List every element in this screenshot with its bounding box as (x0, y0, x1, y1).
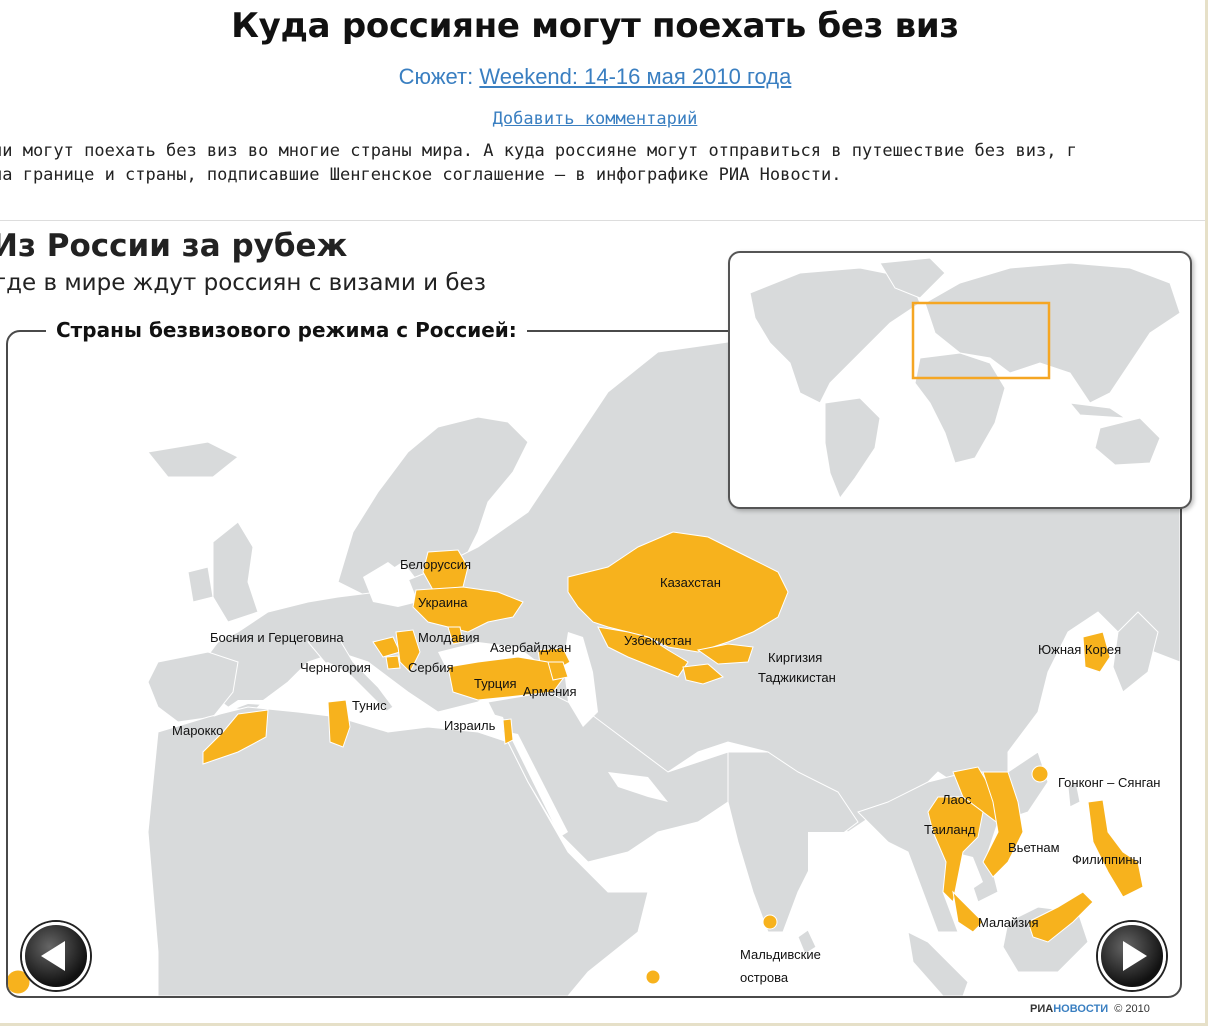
country-morocco[interactable] (202, 709, 269, 765)
world-inset-map[interactable] (728, 251, 1192, 509)
credit-novosti: НОВОСТИ (1053, 1003, 1109, 1015)
credit-ria: РИА (1030, 1003, 1054, 1015)
hong-kong-marker[interactable] (1031, 765, 1049, 783)
country-tajikistan[interactable] (682, 663, 724, 685)
land-taiwan (1067, 781, 1081, 808)
africa-corner-marker[interactable] (8, 969, 31, 995)
highlight-layer (8, 531, 1144, 995)
country-uzbekistan[interactable] (597, 626, 689, 678)
add-comment-link[interactable]: Добавить комментарий (492, 109, 698, 129)
sea-red (508, 732, 568, 837)
land-sumatra (907, 931, 969, 996)
credit-year: © 2010 (1114, 1003, 1150, 1015)
sea-mediterranean (213, 662, 508, 732)
inset-indonesia (1068, 402, 1127, 419)
label-south-korea: Южная Корея (1038, 642, 1121, 657)
country-armenia[interactable] (547, 661, 569, 681)
country-serbia[interactable] (395, 629, 421, 673)
label-uzbekistan: Узбекистан (624, 633, 692, 648)
maldives-marker-2[interactable] (645, 969, 661, 985)
country-ukraine[interactable] (412, 586, 524, 633)
label-moldova: Молдавия (418, 630, 480, 645)
land-britain (212, 521, 259, 623)
label-azerbaijan: Азербайджан (490, 640, 571, 655)
inset-australia (1094, 417, 1161, 466)
page-title: Куда россияне могут поехать без виз (231, 6, 959, 46)
label-morocco: Марокко (172, 723, 223, 738)
world-inset-svg (749, 257, 1181, 500)
country-south-korea[interactable] (1082, 631, 1111, 673)
subject-link[interactable]: Weekend: 14-16 мая 2010 года (479, 64, 792, 89)
label-vietnam: Вьетнам (1008, 840, 1060, 855)
label-maldives-2: острова (740, 970, 789, 985)
label-tajikistan: Таджикистан (758, 670, 836, 685)
label-ukraine: Украина (418, 595, 468, 610)
country-moldova[interactable] (447, 626, 464, 645)
inset-north-america (749, 267, 921, 404)
label-armenia: Армения (523, 684, 577, 699)
label-hong-kong: Гонконг – Сянган (1058, 775, 1161, 790)
inset-africa (914, 352, 1006, 464)
article-lead: ии могут поехать без виз во многие стран… (0, 139, 1205, 187)
country-turkey[interactable] (447, 656, 569, 701)
infographic-title: Из России за рубеж (0, 228, 348, 264)
country-vietnam[interactable] (982, 771, 1024, 878)
arrow-right-icon (1123, 941, 1147, 971)
country-philippines[interactable] (1087, 799, 1144, 898)
lead-line-1: ии могут поехать без виз во многие стран… (0, 141, 1077, 161)
sea-bay-bengal (808, 832, 898, 932)
label-turkey: Турция (474, 676, 517, 691)
prev-button[interactable] (22, 922, 90, 990)
label-kyrgyzstan: Киргизия (768, 650, 822, 665)
country-malaysia[interactable] (952, 890, 1094, 943)
subject-line: Сюжет: Weekend: 14-16 мая 2010 года (0, 64, 1190, 90)
label-bosnia: Босния и Герцеговина (210, 630, 344, 645)
label-serbia: Сербия (408, 660, 454, 675)
inset-view-box (911, 301, 1051, 380)
country-montenegro[interactable] (385, 655, 401, 670)
label-tunisia: Тунис (352, 698, 387, 713)
inset-greenland (879, 257, 946, 299)
label-malaysia: Малайзия (978, 915, 1039, 930)
sea-baltic (363, 562, 418, 607)
arrow-left-icon (41, 941, 65, 971)
country-thailand[interactable] (927, 796, 984, 904)
label-kazakhstan: Казахстан (660, 575, 721, 590)
land-india (727, 751, 859, 933)
land-japan (1112, 611, 1159, 693)
sea-yellow (1048, 662, 1088, 722)
sea-persian-gulf (608, 772, 668, 802)
country-israel[interactable] (502, 718, 514, 745)
label-layer: Белоруссия Украина Молдавия Босния и Гер… (172, 557, 1161, 985)
label-laos: Лаос (942, 792, 972, 807)
maldives-marker-1[interactable] (762, 914, 778, 930)
land-sri-lanka (797, 929, 817, 955)
label-belarus: Белоруссия (400, 557, 471, 572)
subject-label: Сюжет: (398, 64, 474, 89)
land-ireland (187, 566, 214, 603)
country-kyrgyzstan[interactable] (696, 643, 754, 665)
infographic-subtitle: где в мире ждут россиян с визами и без (0, 270, 486, 296)
next-button[interactable] (1098, 922, 1166, 990)
land-iceland (147, 441, 239, 478)
label-montenegro: Черногория (300, 660, 371, 675)
label-thailand: Таиланд (924, 822, 976, 837)
label-maldives-1: Мальдивские (740, 947, 821, 962)
country-kazakhstan[interactable] (567, 531, 789, 653)
lead-line-2: на границе и страны, подписавшие Шенгенс… (0, 165, 842, 185)
map-legend: Страны безвизового режима с Россией: (46, 316, 527, 344)
land-africa (147, 706, 649, 996)
inset-south-america (824, 397, 881, 500)
country-tunisia[interactable] (327, 699, 351, 748)
land-scandinavia (337, 416, 529, 603)
sea-caspian (563, 632, 598, 727)
credit-line: РИАНОВОСТИ © 2010 (1030, 1003, 1150, 1015)
label-philippines: Филиппины (1072, 852, 1142, 867)
separator (0, 220, 1205, 221)
inset-eurasia (924, 262, 1181, 404)
label-israel: Израиль (444, 718, 496, 733)
